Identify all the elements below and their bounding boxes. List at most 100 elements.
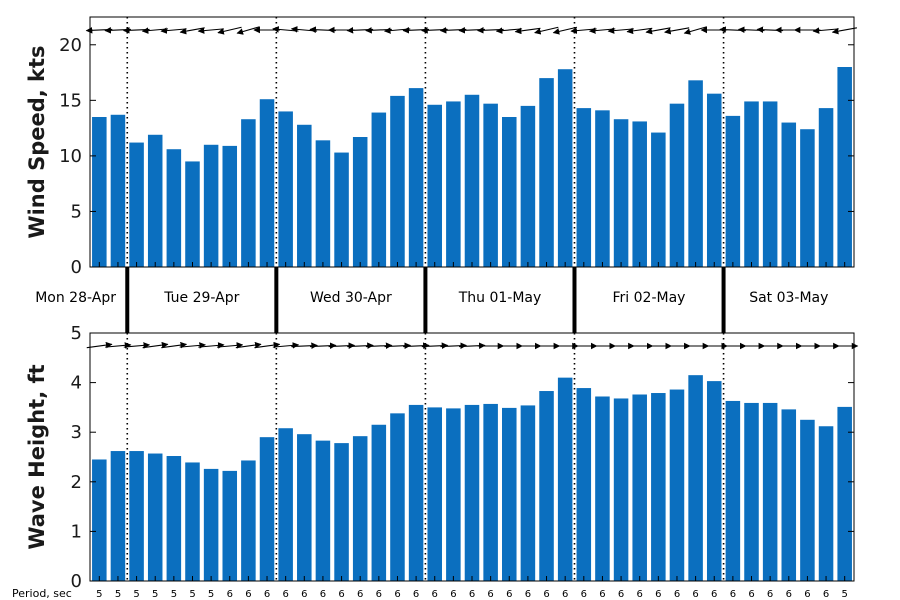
wave-bar — [762, 402, 778, 581]
day-label: Thu 01-May — [458, 290, 542, 306]
period-value: 6 — [394, 589, 400, 600]
wave-bar — [185, 462, 200, 581]
wave-bar — [334, 443, 349, 581]
wave-direction-arrow — [309, 342, 337, 349]
wave-direction-arrow — [347, 342, 374, 349]
wind-bar — [259, 99, 275, 267]
wave-bar — [669, 389, 685, 581]
wave-direction-arrow — [105, 342, 132, 349]
wind-bar — [297, 124, 312, 267]
period-value: 6 — [823, 589, 829, 600]
y-tick-label: 0 — [71, 571, 82, 592]
wave-direction-arrow — [142, 341, 169, 349]
wind-bar — [371, 112, 387, 267]
period-value: 5 — [133, 589, 139, 600]
wind-bar — [241, 119, 256, 267]
wave-bar — [352, 436, 368, 581]
period-value: 6 — [301, 589, 307, 600]
wind-bar — [483, 103, 498, 267]
wind-bar — [706, 93, 722, 267]
period-value: 6 — [320, 589, 326, 600]
wave-bar — [576, 388, 592, 581]
wind-bar — [818, 108, 834, 267]
wave-bar — [539, 391, 554, 581]
wave-bar — [464, 404, 480, 581]
period-value: 5 — [152, 589, 158, 600]
period-value: 6 — [599, 589, 605, 600]
y-tick-label: 1 — [71, 521, 82, 542]
wave-direction-arrow — [86, 341, 113, 349]
wave-bar — [483, 403, 498, 581]
period-value: 6 — [637, 589, 643, 600]
wave-direction-arrow — [161, 341, 188, 349]
wave-bar — [744, 402, 759, 581]
wind-bar — [334, 152, 349, 267]
period-value: 6 — [655, 589, 661, 600]
wave-bar — [129, 451, 144, 581]
y-tick-label: 4 — [71, 373, 82, 394]
wave-direction-arrow — [198, 342, 225, 349]
wind-bar — [446, 101, 461, 267]
wind-bar — [688, 80, 703, 267]
wave-bar — [651, 393, 666, 581]
wind-bar — [781, 122, 797, 267]
wave-bar — [613, 398, 629, 581]
wave-direction-arrow — [254, 341, 281, 349]
wind-bar — [502, 117, 517, 267]
period-value: 5 — [189, 589, 195, 600]
wind-direction-arrow — [534, 26, 559, 35]
period-value: 6 — [413, 589, 419, 600]
period-value: 6 — [506, 589, 512, 600]
wind-bar — [539, 78, 554, 267]
period-value: 5 — [842, 589, 848, 600]
wind-bar — [147, 134, 163, 267]
wave-direction-arrow — [291, 342, 318, 349]
y-tick-label: 20 — [59, 35, 82, 56]
period-value: 6 — [264, 589, 270, 600]
wind-bar — [352, 137, 368, 267]
wave-bar — [371, 424, 387, 581]
wave-direction-arrow — [216, 342, 244, 349]
period-value: 6 — [376, 589, 382, 600]
period-value: 6 — [543, 589, 549, 600]
period-value: 5 — [171, 589, 177, 600]
wave-bar — [92, 459, 107, 581]
wave-bar — [818, 426, 834, 581]
y-tick-label: 5 — [71, 323, 82, 344]
wave-direction-arrow — [328, 342, 356, 349]
period-value: 6 — [357, 589, 363, 600]
wave-bar — [502, 407, 517, 581]
day-label: Mon 28-Apr — [35, 290, 116, 306]
wave-bar — [557, 377, 573, 581]
wind-bar — [595, 110, 610, 267]
wind-bar — [520, 105, 536, 267]
day-label: Tue 29-Apr — [163, 290, 239, 306]
wind-bar — [725, 115, 741, 267]
period-value: 6 — [786, 589, 792, 600]
period-value: 6 — [804, 589, 810, 600]
wind-bar — [185, 161, 200, 267]
period-value: 5 — [208, 589, 214, 600]
wave-direction-arrow — [384, 342, 412, 349]
day-labels-strip: Mon 28-Apr Tue 29-Apr Wed 30-Apr Thu 01-May… — [35, 267, 828, 333]
period-value: 6 — [338, 589, 344, 600]
wind-bar — [278, 111, 293, 267]
wave-bar — [278, 428, 293, 581]
wave-bar — [781, 409, 797, 581]
wave-bar — [725, 400, 741, 581]
y-tick-label: 2 — [71, 472, 82, 493]
wave-bar — [241, 460, 256, 581]
period-value: 6 — [487, 589, 493, 600]
period-value: 6 — [245, 589, 251, 600]
wind-bar — [632, 121, 647, 267]
wave-height-axis-label: Wave Height, ft — [25, 364, 49, 549]
wave-bar — [837, 406, 852, 581]
day-label: Wed 30-Apr — [310, 290, 392, 306]
wind-bar — [651, 132, 666, 267]
period-value: 6 — [767, 589, 773, 600]
wind-bar — [669, 103, 685, 267]
wind-direction-arrow — [197, 27, 224, 34]
wave-height-panel: 0 1 2 3 4 5 Wave Height, ft — [25, 323, 859, 592]
period-value: 5 — [96, 589, 102, 600]
wave-bar — [408, 404, 424, 581]
